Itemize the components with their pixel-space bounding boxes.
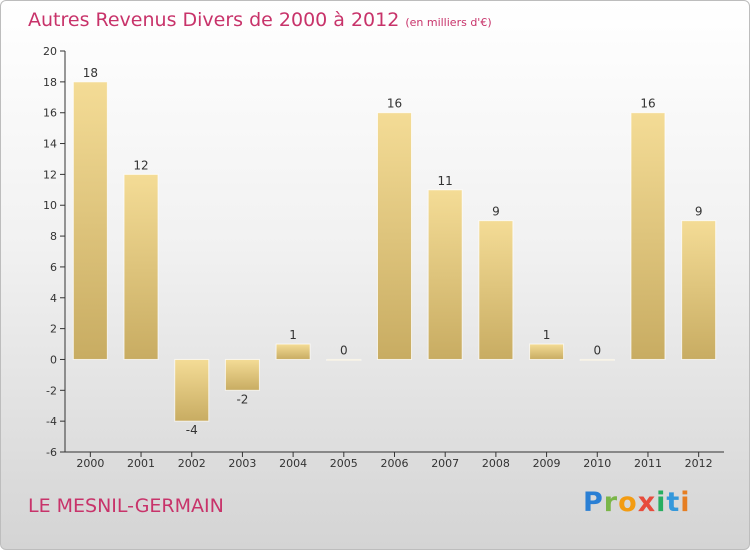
chart-title-main: Autres Revenus Divers de 2000 à 2012 (28, 9, 400, 31)
bar-value-label: 9 (695, 205, 703, 219)
x-tick-label: 2006 (381, 457, 409, 470)
x-tick-label: 2005 (330, 457, 358, 470)
x-tick-label: 2009 (533, 457, 561, 470)
bar-value-label: 1 (543, 328, 551, 342)
x-tick-label: 2008 (482, 457, 510, 470)
logo-letter: i (656, 487, 667, 518)
x-tick-label: 2010 (583, 457, 611, 470)
x-tick-label: 2003 (228, 457, 256, 470)
bar (275, 343, 311, 360)
logo-letter: o (618, 487, 638, 518)
y-tick-label: 20 (43, 45, 57, 58)
bar-value-label: -2 (236, 392, 248, 406)
location-name: LE MESNIL-GERMAIN (28, 495, 224, 517)
y-tick-label: -4 (46, 415, 57, 428)
y-tick-label: 10 (43, 199, 57, 212)
bar (72, 81, 108, 360)
bar (478, 220, 514, 360)
x-tick-label: 2011 (634, 457, 662, 470)
logo-letter: P (583, 487, 604, 518)
bars: 18 12 -4 -2 1 0 16 11 9 1 0 16 9 (72, 66, 717, 437)
bar-value-label: -4 (186, 423, 198, 437)
bar (224, 358, 260, 391)
bar (630, 112, 666, 360)
x-axis: 2000 2001 2002 2003 2004 2005 2006 2007 2008 2009… (65, 451, 724, 470)
chart-title: Autres Revenus Divers de 2000 à 2012 (en … (28, 9, 492, 31)
bar (377, 112, 412, 360)
bar-value-label: 0 (593, 343, 601, 357)
logo-letter: i (680, 487, 691, 518)
y-tick-label: 16 (43, 107, 57, 120)
x-tick-label: 2012 (685, 457, 713, 470)
x-tick-label: 2001 (127, 457, 155, 470)
bar (174, 358, 210, 422)
bar-value-label: 0 (340, 343, 348, 357)
bar (579, 358, 615, 361)
logo-letter: r (603, 487, 619, 518)
bar-value-label: 16 (640, 97, 655, 111)
chart-title-unit: (en milliers d'€) (405, 16, 492, 29)
y-tick-label: 8 (50, 230, 57, 243)
y-tick-label: 0 (50, 353, 57, 366)
proxiti-logo[interactable]: Proxiti (583, 487, 691, 518)
bar-value-label: 11 (438, 174, 453, 188)
x-tick-label: 2004 (279, 457, 307, 470)
x-tick-label: 2007 (431, 457, 459, 470)
bar (427, 189, 463, 360)
y-tick-label: -6 (46, 446, 57, 459)
bar-value-label: 12 (133, 158, 148, 172)
y-tick-label: 2 (50, 323, 57, 336)
bar-value-label: 16 (387, 97, 402, 111)
bar (529, 343, 565, 360)
y-tick-label: 14 (43, 138, 57, 151)
bar (681, 220, 717, 360)
y-tick-label: 4 (50, 292, 57, 305)
bar-value-label: 1 (289, 328, 297, 342)
bar-value-label: 18 (83, 66, 98, 80)
bar (326, 358, 362, 361)
x-tick-label: 2000 (76, 457, 104, 470)
logo-letter: x (637, 487, 657, 518)
y-axis: -6 -4 -2 0 2 4 6 8 10 12 14 16 18 20 (43, 45, 66, 459)
x-tick-label: 2002 (178, 457, 206, 470)
y-tick-label: 6 (50, 261, 57, 274)
y-tick-label: 12 (43, 168, 57, 181)
y-tick-label: 18 (43, 76, 57, 89)
y-tick-label: -2 (46, 384, 57, 397)
logo-letter: t (666, 487, 681, 518)
bar (123, 173, 159, 360)
bar-value-label: 9 (492, 205, 500, 219)
